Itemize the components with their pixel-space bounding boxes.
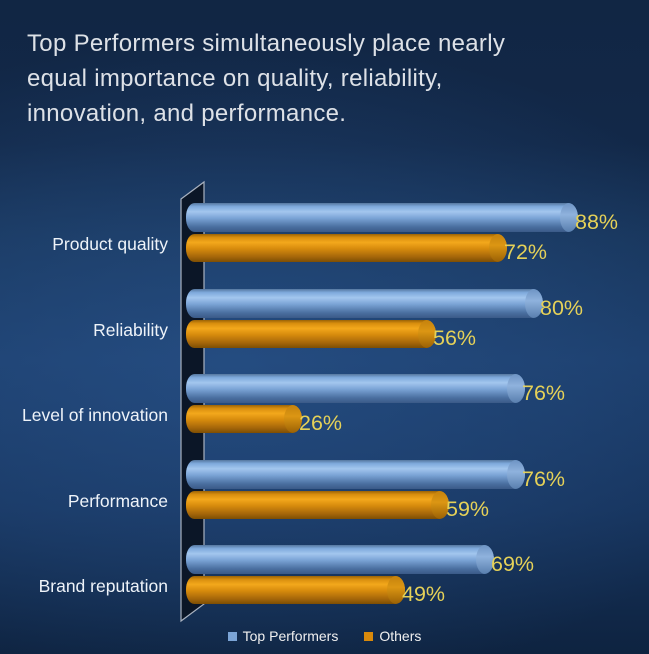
- category-label-reliability: Reliability: [93, 319, 168, 340]
- bar-others-level-of-innovation: [186, 405, 302, 433]
- legend: Top Performers Others: [0, 626, 649, 646]
- bar-others-brand-reputation: [186, 576, 405, 604]
- value-label-others-brand-reputation: 49%: [402, 582, 446, 606]
- category-label-level-of-innovation: Level of innovation: [22, 405, 168, 425]
- bar-top-performers-performance: [186, 459, 525, 489]
- bar-top-performers-product-quality: [186, 203, 578, 232]
- bar-others-performance: [186, 490, 449, 519]
- legend-label-top-performers: Top Performers: [242, 628, 339, 644]
- bar-others-reliability: [186, 319, 436, 348]
- category-label-brand-reputation: Brand reputation: [38, 576, 168, 596]
- bar-top-performers-level-of-innovation: [186, 374, 525, 403]
- value-label-others-reliability: 56%: [433, 325, 477, 350]
- legend-item-top-performers: Top Performers: [227, 628, 339, 644]
- value-label-others-performance: 59%: [446, 496, 490, 521]
- chart-title: Top Performers simultaneously place near…: [27, 30, 506, 127]
- legend-swatch-others-icon: [364, 631, 374, 641]
- value-label-top-performers-reliability: 80%: [540, 295, 584, 320]
- value-label-others-product-quality: 72%: [504, 240, 548, 264]
- category-label-product-quality: Product quality: [52, 234, 168, 254]
- value-label-others-level-of-innovation: 26%: [299, 411, 343, 435]
- bar-top-performers-brand-reputation: [186, 545, 494, 574]
- category-label-performance: Performance: [67, 490, 168, 511]
- bar-top-performers-reliability: [186, 288, 543, 318]
- bar-others-product-quality: [186, 234, 507, 262]
- value-label-top-performers-performance: 76%: [522, 466, 566, 491]
- value-label-top-performers-brand-reputation: 69%: [491, 552, 535, 576]
- value-label-top-performers-level-of-innovation: 76%: [522, 381, 566, 405]
- legend-label-others: Others: [379, 628, 422, 644]
- value-label-top-performers-product-quality: 88%: [575, 210, 619, 234]
- legend-item-others: Others: [364, 628, 421, 644]
- legend-swatch-top-performers-icon: [227, 631, 237, 641]
